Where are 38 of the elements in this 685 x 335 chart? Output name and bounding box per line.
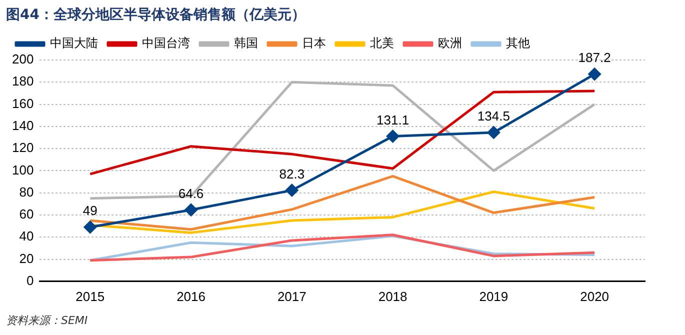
point [386,130,400,143]
x-tick-label: 2015 [76,288,105,304]
y-tick-label: 140 [12,118,34,133]
text: 资料来源：SEMI [6,313,88,328]
legend-label: 欧洲 [438,36,462,50]
y-tick-label: 40 [19,228,34,244]
legend-label: 中国台湾 [142,36,190,50]
data-label: 64.6 [178,186,204,201]
chart-title: 图44：全球分地区半导体设备销售额（亿美元） [6,6,306,24]
data-label: 134.5 [477,108,510,124]
point [588,68,601,80]
y-tick-label: 160 [12,96,34,111]
y-tick-label: 100 [12,162,34,178]
point [286,184,298,197]
legend-label: 其他 [506,36,530,50]
y-tick-label: 0 [26,272,34,288]
point [487,126,500,139]
y-tick-label: 20 [19,250,34,266]
y-tick-label: 80 [19,184,34,200]
y-tick-label: 200 [12,52,34,67]
data-label: 82.3 [279,166,305,182]
x-tick-label: 2017 [277,288,306,304]
legend-label: 北美 [370,36,394,50]
legend-label: 中国大陆 [50,36,98,50]
y-tick-label: 120 [12,140,34,156]
point [84,220,96,234]
y-tick-label: 60 [19,206,34,222]
x-tick-label: 2018 [378,288,408,304]
x-tick-label: 2020 [580,288,610,304]
point [184,204,198,216]
legend-label: 韩国 [234,36,258,50]
x-tick-label: 2016 [176,288,206,304]
data-label: 131.1 [376,112,410,128]
legend-label: 日本 [302,36,326,50]
x-tick-label: 2019 [479,288,508,304]
data-label: 49 [82,203,98,218]
data-label: 187.2 [578,50,611,66]
y-tick-label: 180 [12,74,34,89]
